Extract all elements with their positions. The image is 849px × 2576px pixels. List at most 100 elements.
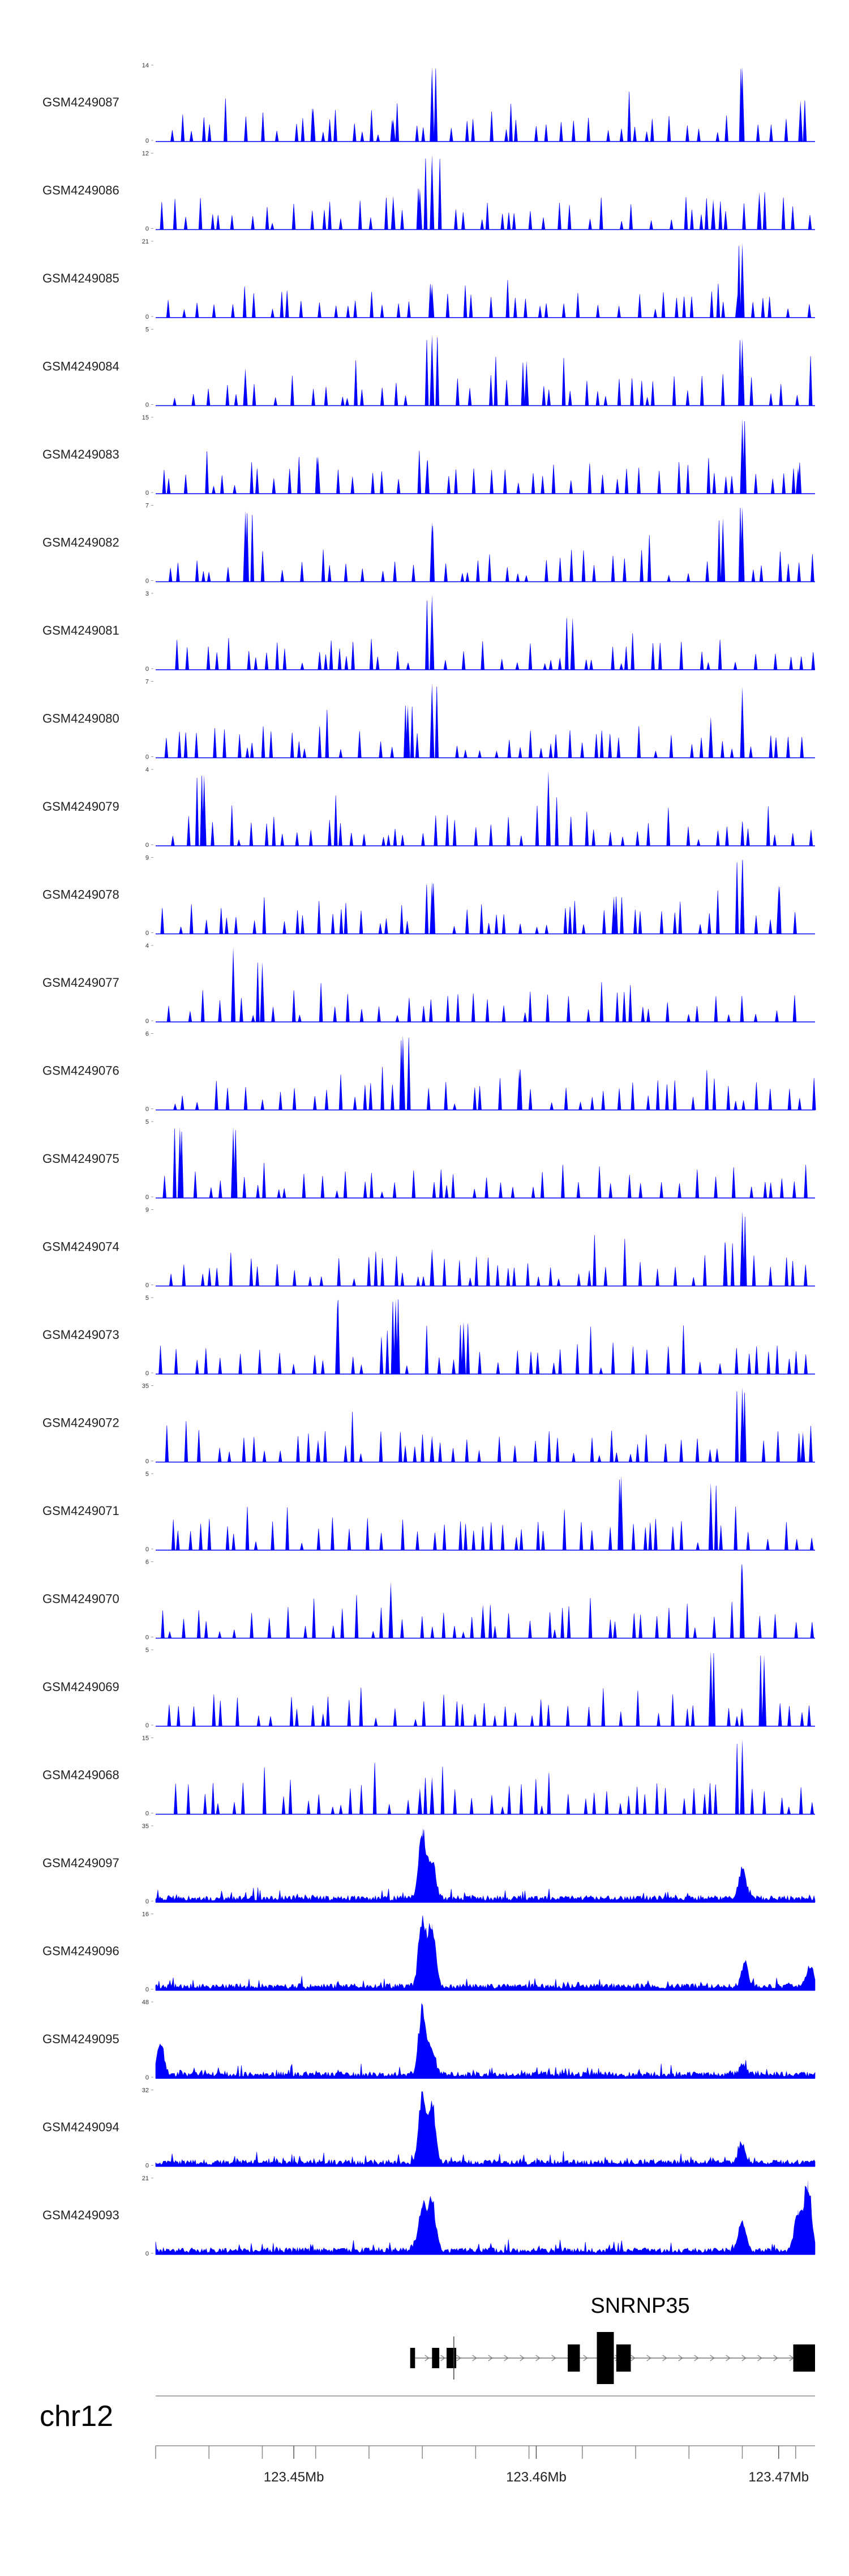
track-peak-mark	[430, 155, 435, 230]
gene-model: SNRNP35	[410, 2294, 815, 2384]
track-peak-mark	[517, 1068, 522, 1110]
strand-chevron	[773, 2355, 778, 2361]
track-ymin-label: 0	[145, 226, 149, 233]
track-ymax-label: 5	[145, 1295, 149, 1302]
exon	[793, 2344, 815, 2372]
track-ymax-label: 9	[145, 1207, 149, 1214]
track-peak-mark	[740, 507, 745, 582]
track-GSM4249071: GSM4249071 5 0	[42, 1471, 815, 1553]
track-ymax-label: 15	[142, 1735, 149, 1742]
track-peak-mark	[740, 243, 745, 318]
track-GSM4249068: GSM4249068 15 0	[42, 1735, 815, 1817]
signal-tracks: GSM4249087140GSM4249086120GSM4249085210G…	[42, 62, 816, 2257]
track-label: GSM4249081	[42, 623, 119, 637]
track-peak-mark	[388, 1582, 393, 1638]
track-GSM4249093: GSM4249093 21 0	[42, 2175, 816, 2257]
track-ymin-label: 0	[145, 402, 149, 409]
track-peak-mark	[776, 885, 781, 934]
signal-area	[156, 1216, 815, 1286]
track-label: GSM4249080	[42, 712, 119, 726]
track-peak-mark	[424, 460, 430, 494]
track-peak-mark	[417, 1788, 422, 1815]
track-peak-mark	[740, 687, 745, 758]
exon	[597, 2332, 614, 2384]
track-peak-mark	[201, 774, 207, 846]
track-peak-mark	[405, 705, 410, 758]
track-ymin-label: 0	[145, 842, 149, 849]
track-peak-mark	[481, 1604, 486, 1638]
signal-area	[156, 1564, 815, 1638]
track-label: GSM4249070	[42, 1592, 119, 1606]
track-peak-mark	[740, 1868, 745, 1902]
track-peak-mark	[711, 199, 716, 230]
signal-area	[156, 776, 815, 846]
track-label: GSM4249097	[42, 1856, 119, 1870]
track-peak-mark	[430, 1248, 435, 1286]
track-peak-mark	[430, 1923, 435, 1991]
track-label: GSM4249084	[42, 360, 119, 374]
strand-chevron	[631, 2355, 636, 2361]
track-peak-mark	[619, 1475, 624, 1550]
track-GSM4249097: GSM4249097 35 0	[42, 1823, 816, 1905]
track-peak-mark	[243, 368, 248, 406]
track-peak-mark	[742, 1964, 747, 1991]
track-label: GSM4249078	[42, 888, 119, 902]
track-label: GSM4249077	[42, 975, 119, 990]
track-ymin-label: 0	[145, 490, 149, 497]
track-label: GSM4249075	[42, 1152, 119, 1166]
track-ymax-label: 5	[145, 1471, 149, 1478]
track-ymin-label: 0	[145, 1722, 149, 1729]
track-peak-mark	[430, 683, 435, 758]
signal-area	[155, 2185, 816, 2255]
strand-chevron	[757, 2355, 762, 2361]
track-GSM4249076: GSM4249076 6 0	[42, 1031, 816, 1113]
track-ymin-label: 0	[145, 314, 149, 320]
track-peak-mark	[762, 1655, 767, 1726]
track-GSM4249075: GSM4249075 5 0	[42, 1119, 815, 1201]
track-ymin-label: 0	[145, 1898, 149, 1905]
track-peak-mark	[430, 2198, 435, 2254]
exon	[432, 2348, 440, 2368]
exon	[568, 2344, 580, 2372]
track-peak-mark	[805, 2180, 811, 2254]
track-GSM4249094: GSM4249094 32 0	[42, 2087, 816, 2170]
track-ymax-label: 6	[145, 1559, 149, 1566]
track-label: GSM4249076	[42, 1064, 119, 1078]
track-peak-mark	[757, 192, 762, 230]
track-GSM4249074: GSM4249074 9 0	[42, 1207, 815, 1289]
track-peak-mark	[708, 1651, 713, 1726]
track-ymin-label: 0	[145, 138, 149, 144]
track-ymax-label: 35	[142, 1383, 149, 1390]
strand-chevron	[551, 2355, 556, 2361]
track-GSM4249070: GSM4249070 6 0	[42, 1559, 815, 1641]
track-peak-mark	[808, 1967, 813, 1991]
track-peak-mark	[430, 1861, 435, 1902]
signal-area	[155, 1829, 816, 1903]
track-GSM4249087: GSM4249087 14 0	[42, 62, 815, 144]
track-GSM4249081: GSM4249081 3 0	[42, 590, 815, 673]
track-label: GSM4249073	[42, 1328, 119, 1342]
track-GSM4249079: GSM4249079 4 0	[42, 767, 815, 849]
signal-area	[156, 859, 815, 934]
track-ymax-label: 21	[142, 238, 149, 245]
track-ymax-label: 3	[145, 590, 149, 597]
track-GSM4249080: GSM4249080 7 0	[42, 679, 815, 761]
track-label: GSM4249068	[42, 1768, 119, 1782]
track-peak-mark	[391, 119, 396, 142]
track-label: GSM4249069	[42, 1680, 119, 1694]
track-peak-mark	[335, 1299, 340, 1374]
track-ymin-label: 0	[145, 2074, 149, 2081]
track-peak-mark	[158, 2044, 163, 2078]
track-ymin-label: 0	[145, 1282, 149, 1289]
track-ymin-label: 0	[145, 2250, 149, 2257]
track-peak-mark	[723, 1241, 728, 1286]
track-ymax-label: 7	[145, 503, 149, 510]
track-label: GSM4249087	[42, 95, 119, 109]
strand-chevron	[583, 2355, 588, 2361]
gene-label: SNRNP35	[590, 2294, 689, 2318]
track-ymin-label: 0	[145, 1458, 149, 1465]
track-label: GSM4249082	[42, 536, 119, 550]
track-peak-mark	[740, 2220, 745, 2254]
track-peak-mark	[391, 196, 396, 230]
track-peak-mark	[740, 859, 745, 934]
